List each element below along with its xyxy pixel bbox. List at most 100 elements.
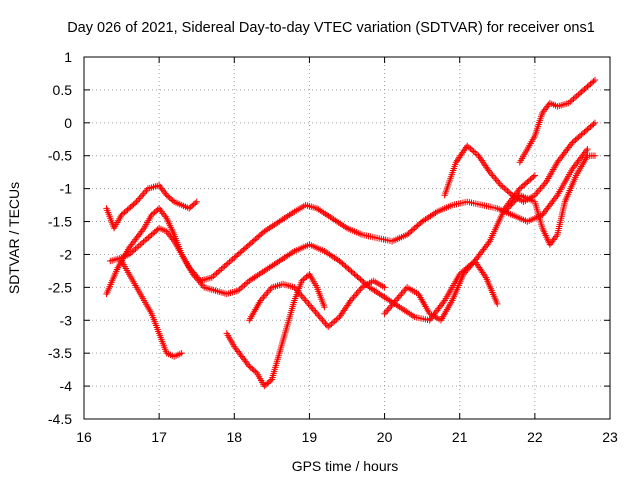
- data-point-marker: [305, 300, 312, 308]
- data-point-marker: [236, 286, 243, 293]
- data-point-marker: [234, 287, 242, 294]
- data-point-marker: [267, 377, 274, 385]
- data-point-marker: [125, 251, 133, 258]
- x-tick-label: 18: [226, 429, 242, 445]
- data-point-marker: [146, 232, 154, 240]
- data-point-marker: [333, 316, 340, 324]
- data-point-marker: [131, 199, 139, 207]
- data-point-marker: [507, 190, 514, 198]
- data-point-marker: [302, 297, 309, 304]
- data-point-marker: [395, 294, 402, 301]
- data-point-marker: [140, 190, 147, 197]
- data-point-marker: [137, 193, 145, 201]
- data-point-marker: [193, 198, 200, 205]
- x-tick-label: 21: [452, 429, 468, 445]
- data-point-marker: [492, 175, 499, 182]
- data-point-marker: [310, 307, 318, 314]
- data-point-marker: [513, 195, 521, 202]
- data-point-marker: [399, 289, 407, 296]
- series-track: [381, 257, 501, 324]
- axis-ticks: [83, 56, 611, 420]
- data-point-marker: [591, 152, 599, 159]
- grid-lines: [84, 57, 610, 419]
- data-point-marker: [495, 178, 502, 186]
- y-tick-label: -2.5: [48, 279, 72, 295]
- data-point-marker: [299, 294, 307, 301]
- data-point-marker: [331, 318, 338, 325]
- data-point-marker: [244, 278, 251, 286]
- y-tick-label: -3: [60, 312, 73, 328]
- x-tick-label: 23: [602, 429, 618, 445]
- data-point-marker: [169, 197, 176, 204]
- series-track: [501, 152, 599, 248]
- data-point-marker: [351, 292, 359, 299]
- x-tick-label: 19: [302, 429, 318, 445]
- data-point-marker: [354, 289, 362, 296]
- data-point-marker: [219, 264, 227, 271]
- data-point-marker: [570, 95, 577, 103]
- data-point-marker: [264, 289, 271, 296]
- chart-title: Day 026 of 2021, Sidereal Day-to-day VTE…: [67, 20, 595, 36]
- data-point-marker: [313, 310, 321, 317]
- data-point-marker: [263, 290, 270, 298]
- data-point-marker: [329, 319, 337, 326]
- data-point-marker: [497, 182, 505, 189]
- data-point-marker: [489, 172, 496, 179]
- y-tick-label: -4: [60, 378, 73, 394]
- data-point-marker: [501, 208, 508, 215]
- data-point-marker: [575, 91, 582, 98]
- data-point-marker: [465, 144, 473, 151]
- data-point-marker: [381, 284, 388, 291]
- y-tick-label: -2: [60, 246, 73, 262]
- y-tick-label: 1: [64, 49, 72, 65]
- data-point-marker: [508, 200, 515, 208]
- data-point-marker: [509, 199, 517, 206]
- data-point-marker: [499, 183, 506, 190]
- data-point-marker: [573, 92, 580, 100]
- data-point-marker: [531, 172, 539, 179]
- data-point-marker: [241, 281, 248, 289]
- series-track: [441, 119, 599, 205]
- series-track: [223, 271, 328, 390]
- data-point-marker: [473, 151, 481, 158]
- data-point-marker: [502, 206, 510, 214]
- x-tick-label: 22: [527, 429, 543, 445]
- data-point-marker: [138, 239, 146, 247]
- data-point-marker: [398, 290, 405, 298]
- data-point-marker: [584, 145, 591, 153]
- data-point-marker: [136, 195, 143, 202]
- data-point-marker: [507, 202, 514, 209]
- data-point-marker: [470, 148, 477, 155]
- data-point-marker: [221, 263, 228, 270]
- data-point-marker: [464, 142, 471, 150]
- data-point-marker: [402, 285, 409, 293]
- data-point-marker: [565, 99, 572, 107]
- data-point-marker: [504, 205, 511, 212]
- data-point-marker: [133, 244, 141, 251]
- data-point-marker: [137, 241, 144, 248]
- y-tick-label: -1: [60, 181, 73, 197]
- data-point-marker: [239, 283, 247, 290]
- data-point-marker: [145, 234, 152, 241]
- data-point-marker: [140, 238, 147, 245]
- data-point-marker: [353, 290, 360, 298]
- data-point-marker: [143, 235, 150, 243]
- data-point-marker: [326, 322, 334, 329]
- y-tick-label: -1.5: [48, 214, 72, 230]
- data-point-marker: [505, 203, 513, 211]
- data-point-marker: [381, 310, 388, 317]
- data-point-marker: [135, 242, 142, 250]
- y-tick-label: 0.5: [53, 82, 73, 98]
- series-track: [107, 145, 591, 284]
- data-point-marker: [134, 196, 142, 204]
- data-point-marker: [298, 292, 305, 299]
- data-point-marker: [242, 280, 250, 287]
- data-point-marker: [493, 177, 501, 184]
- data-point-marker: [502, 186, 510, 193]
- data-point-marker: [132, 245, 139, 253]
- series-track: [246, 277, 388, 331]
- data-point-marker: [590, 120, 597, 128]
- data-point-marker: [227, 257, 235, 264]
- data-point-marker: [309, 305, 316, 312]
